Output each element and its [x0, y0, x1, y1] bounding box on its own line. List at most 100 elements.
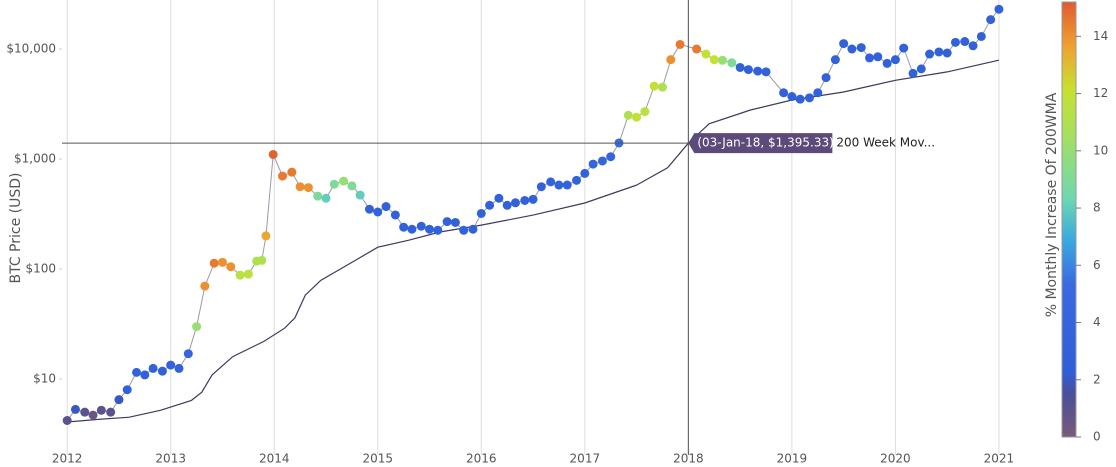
point [735, 62, 745, 72]
x-tick-label: 2020 [880, 452, 911, 466]
colorbar-tick-label: 2 [1093, 372, 1101, 386]
point [606, 152, 616, 162]
point [442, 217, 452, 227]
point [572, 175, 582, 185]
x-tick-label: 2012 [52, 452, 83, 466]
x-tick-label: 2013 [155, 452, 186, 466]
point [166, 360, 176, 370]
point [459, 225, 469, 235]
point [183, 349, 193, 359]
point [623, 110, 633, 120]
point [640, 107, 650, 117]
point [321, 193, 331, 203]
point [890, 55, 900, 65]
point [485, 200, 495, 210]
point [140, 370, 150, 380]
point [235, 270, 245, 280]
point [157, 366, 167, 376]
point [779, 88, 789, 98]
point [355, 190, 365, 200]
point [192, 322, 202, 332]
point [675, 39, 685, 49]
point [994, 4, 1004, 14]
x-tick-label: 2014 [259, 452, 290, 466]
point [916, 64, 926, 74]
point [295, 182, 305, 192]
point [287, 167, 297, 177]
point [847, 44, 857, 54]
point [701, 49, 711, 59]
point [554, 180, 564, 190]
point [96, 405, 106, 415]
point [494, 193, 504, 203]
point [588, 159, 598, 169]
colorbar-tick-label: 12 [1093, 86, 1108, 100]
point [632, 112, 642, 122]
tooltip-label: (03-Jan-18, $1,395.33) [697, 136, 833, 150]
point [122, 385, 132, 395]
x-tick-label: 2017 [570, 452, 601, 466]
point [80, 407, 90, 417]
point [950, 37, 960, 47]
point [243, 269, 253, 279]
point [743, 65, 753, 75]
point [804, 93, 814, 103]
y-tick-label: $10,000 [6, 42, 56, 56]
point [88, 410, 98, 420]
x-tick-label: 2019 [777, 452, 808, 466]
point [209, 258, 219, 268]
colorbar-tick-label: 10 [1093, 143, 1108, 157]
point [580, 168, 590, 178]
y-tick-label: $100 [25, 262, 56, 276]
point [148, 363, 158, 373]
point [718, 55, 728, 65]
point [821, 73, 831, 83]
point [381, 202, 391, 212]
point [114, 395, 124, 405]
point [70, 404, 80, 414]
point [925, 49, 935, 59]
x-tick-label: 2018 [673, 452, 704, 466]
point [830, 55, 840, 65]
point [753, 66, 763, 76]
point [416, 221, 426, 231]
point [132, 367, 142, 377]
point [268, 149, 278, 159]
point [968, 41, 978, 51]
point [562, 180, 572, 190]
point [502, 200, 512, 210]
point [787, 92, 797, 102]
point [261, 231, 271, 241]
colorbar-tick-label: 14 [1093, 29, 1108, 43]
point [217, 257, 227, 267]
point [200, 281, 210, 291]
point [666, 55, 676, 65]
x-tick-label: 2021 [984, 452, 1015, 466]
point [476, 208, 486, 218]
point [339, 176, 349, 186]
point [960, 37, 970, 47]
point [882, 58, 892, 68]
x-tick-label: 2016 [466, 452, 497, 466]
point [510, 198, 520, 208]
point [450, 217, 460, 227]
point [649, 81, 659, 91]
y-tick-label: $1,000 [14, 152, 56, 166]
point [942, 48, 952, 58]
point [313, 191, 323, 201]
point [347, 181, 357, 191]
point [865, 53, 875, 63]
point [546, 177, 556, 187]
point [899, 43, 909, 53]
point [226, 262, 236, 272]
point [373, 207, 383, 217]
point [908, 68, 918, 78]
point [257, 255, 267, 265]
point [303, 183, 313, 193]
point [597, 156, 607, 166]
point [278, 171, 288, 181]
colorbar [1061, 1, 1077, 438]
wma-line [67, 59, 1000, 423]
colorbar-tick-label: 6 [1093, 258, 1101, 272]
